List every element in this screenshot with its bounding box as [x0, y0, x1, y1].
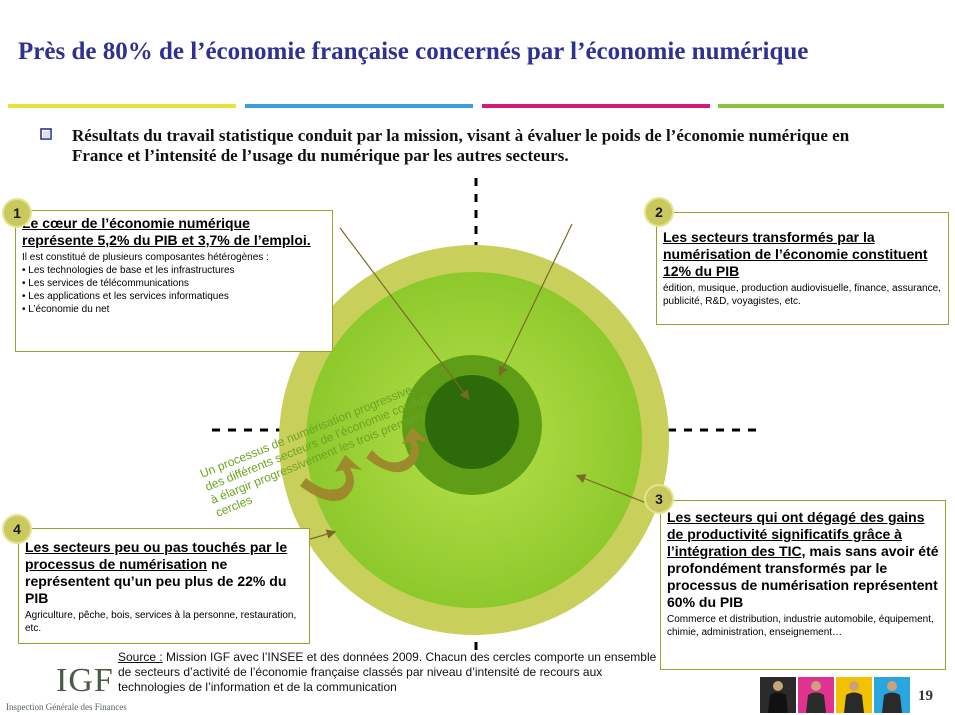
- box-2-details: édition, musique, production audiovisuel…: [663, 283, 941, 307]
- box-1-intro: Il est constitué de plusieurs composante…: [22, 252, 269, 263]
- info-box-productivity-sectors: Les secteurs qui ont dégagé des gains de…: [660, 500, 946, 670]
- box-1-list: • Les technologies de base et les infras…: [22, 264, 326, 316]
- person-black-icon: [760, 677, 796, 713]
- box-3-headline: Les secteurs qui ont dégagé des gains de…: [667, 509, 939, 611]
- badge-2: 2: [646, 199, 672, 225]
- curved-arrow-left: [300, 455, 362, 502]
- divider-bar-blue: [245, 104, 473, 108]
- igf-logo-subtitle: Inspection Générale des Finances: [6, 702, 127, 712]
- box-3-headline-rest: mais sans avoir été profondément transfo…: [667, 543, 939, 610]
- divider-bar-green: [718, 104, 944, 108]
- box-1-headline: Le cœur de l’économie numérique représen…: [22, 215, 311, 248]
- info-box-untouched-sectors: Les secteurs peu ou pas touchés par le p…: [18, 528, 310, 644]
- divider-bar-magenta: [482, 104, 710, 108]
- list-item: • Les applications et les services infor…: [22, 291, 229, 302]
- person-blue-icon: [874, 677, 910, 713]
- page-title: Près de 80% de l’économie française conc…: [18, 38, 809, 65]
- badge-4: 4: [4, 516, 30, 542]
- igf-logo: IGF: [56, 662, 114, 699]
- box-4-details: Agriculture, pêche, bois, services à la …: [25, 610, 297, 634]
- intro-text: Résultats du travail statistique conduit…: [72, 126, 850, 165]
- source-note: Source : Mission IGF avec l’INSEE et des…: [118, 650, 658, 695]
- list-item: • Les technologies de base et les infras…: [22, 265, 235, 276]
- list-item: • L’économie du net: [22, 304, 110, 315]
- info-box-core: Le cœur de l’économie numérique représen…: [15, 210, 333, 352]
- box-2-headline: Les secteurs transformés par la numérisa…: [663, 229, 928, 279]
- box-4-headline: Les secteurs peu ou pas touchés par le p…: [25, 539, 303, 607]
- box-4-headline-underlined: Les secteurs peu ou pas touchés par le p…: [25, 539, 288, 572]
- hollow-square-bullet-icon: [40, 128, 52, 140]
- person-magenta-icon: [798, 677, 834, 713]
- box-3-details: Commerce et distribution, industrie auto…: [667, 614, 934, 638]
- pointer-line-1: [339, 227, 470, 400]
- page-number: 19: [918, 688, 933, 704]
- pointer-line-2: [498, 223, 573, 377]
- box-4-headline-rest: ne représentent qu’un peu plus de 22% du…: [25, 556, 287, 606]
- box-3-headline-underlined: Les secteurs qui ont dégagé des gains de…: [667, 509, 925, 559]
- info-box-transformed-sectors: Les secteurs transformés par la numérisa…: [656, 212, 949, 325]
- person-yellow-icon: [836, 677, 872, 713]
- curved-arrow-right: [366, 427, 428, 473]
- core-circle: [425, 375, 519, 469]
- list-item: • Les services de télécommunications: [22, 278, 189, 289]
- badge-1: 1: [4, 200, 30, 226]
- divider-bar-yellow: [8, 104, 236, 108]
- source-label: Source :: [118, 650, 163, 664]
- badge-3: 3: [646, 486, 672, 512]
- source-text: Mission IGF avec l’INSEE et des données …: [118, 650, 657, 694]
